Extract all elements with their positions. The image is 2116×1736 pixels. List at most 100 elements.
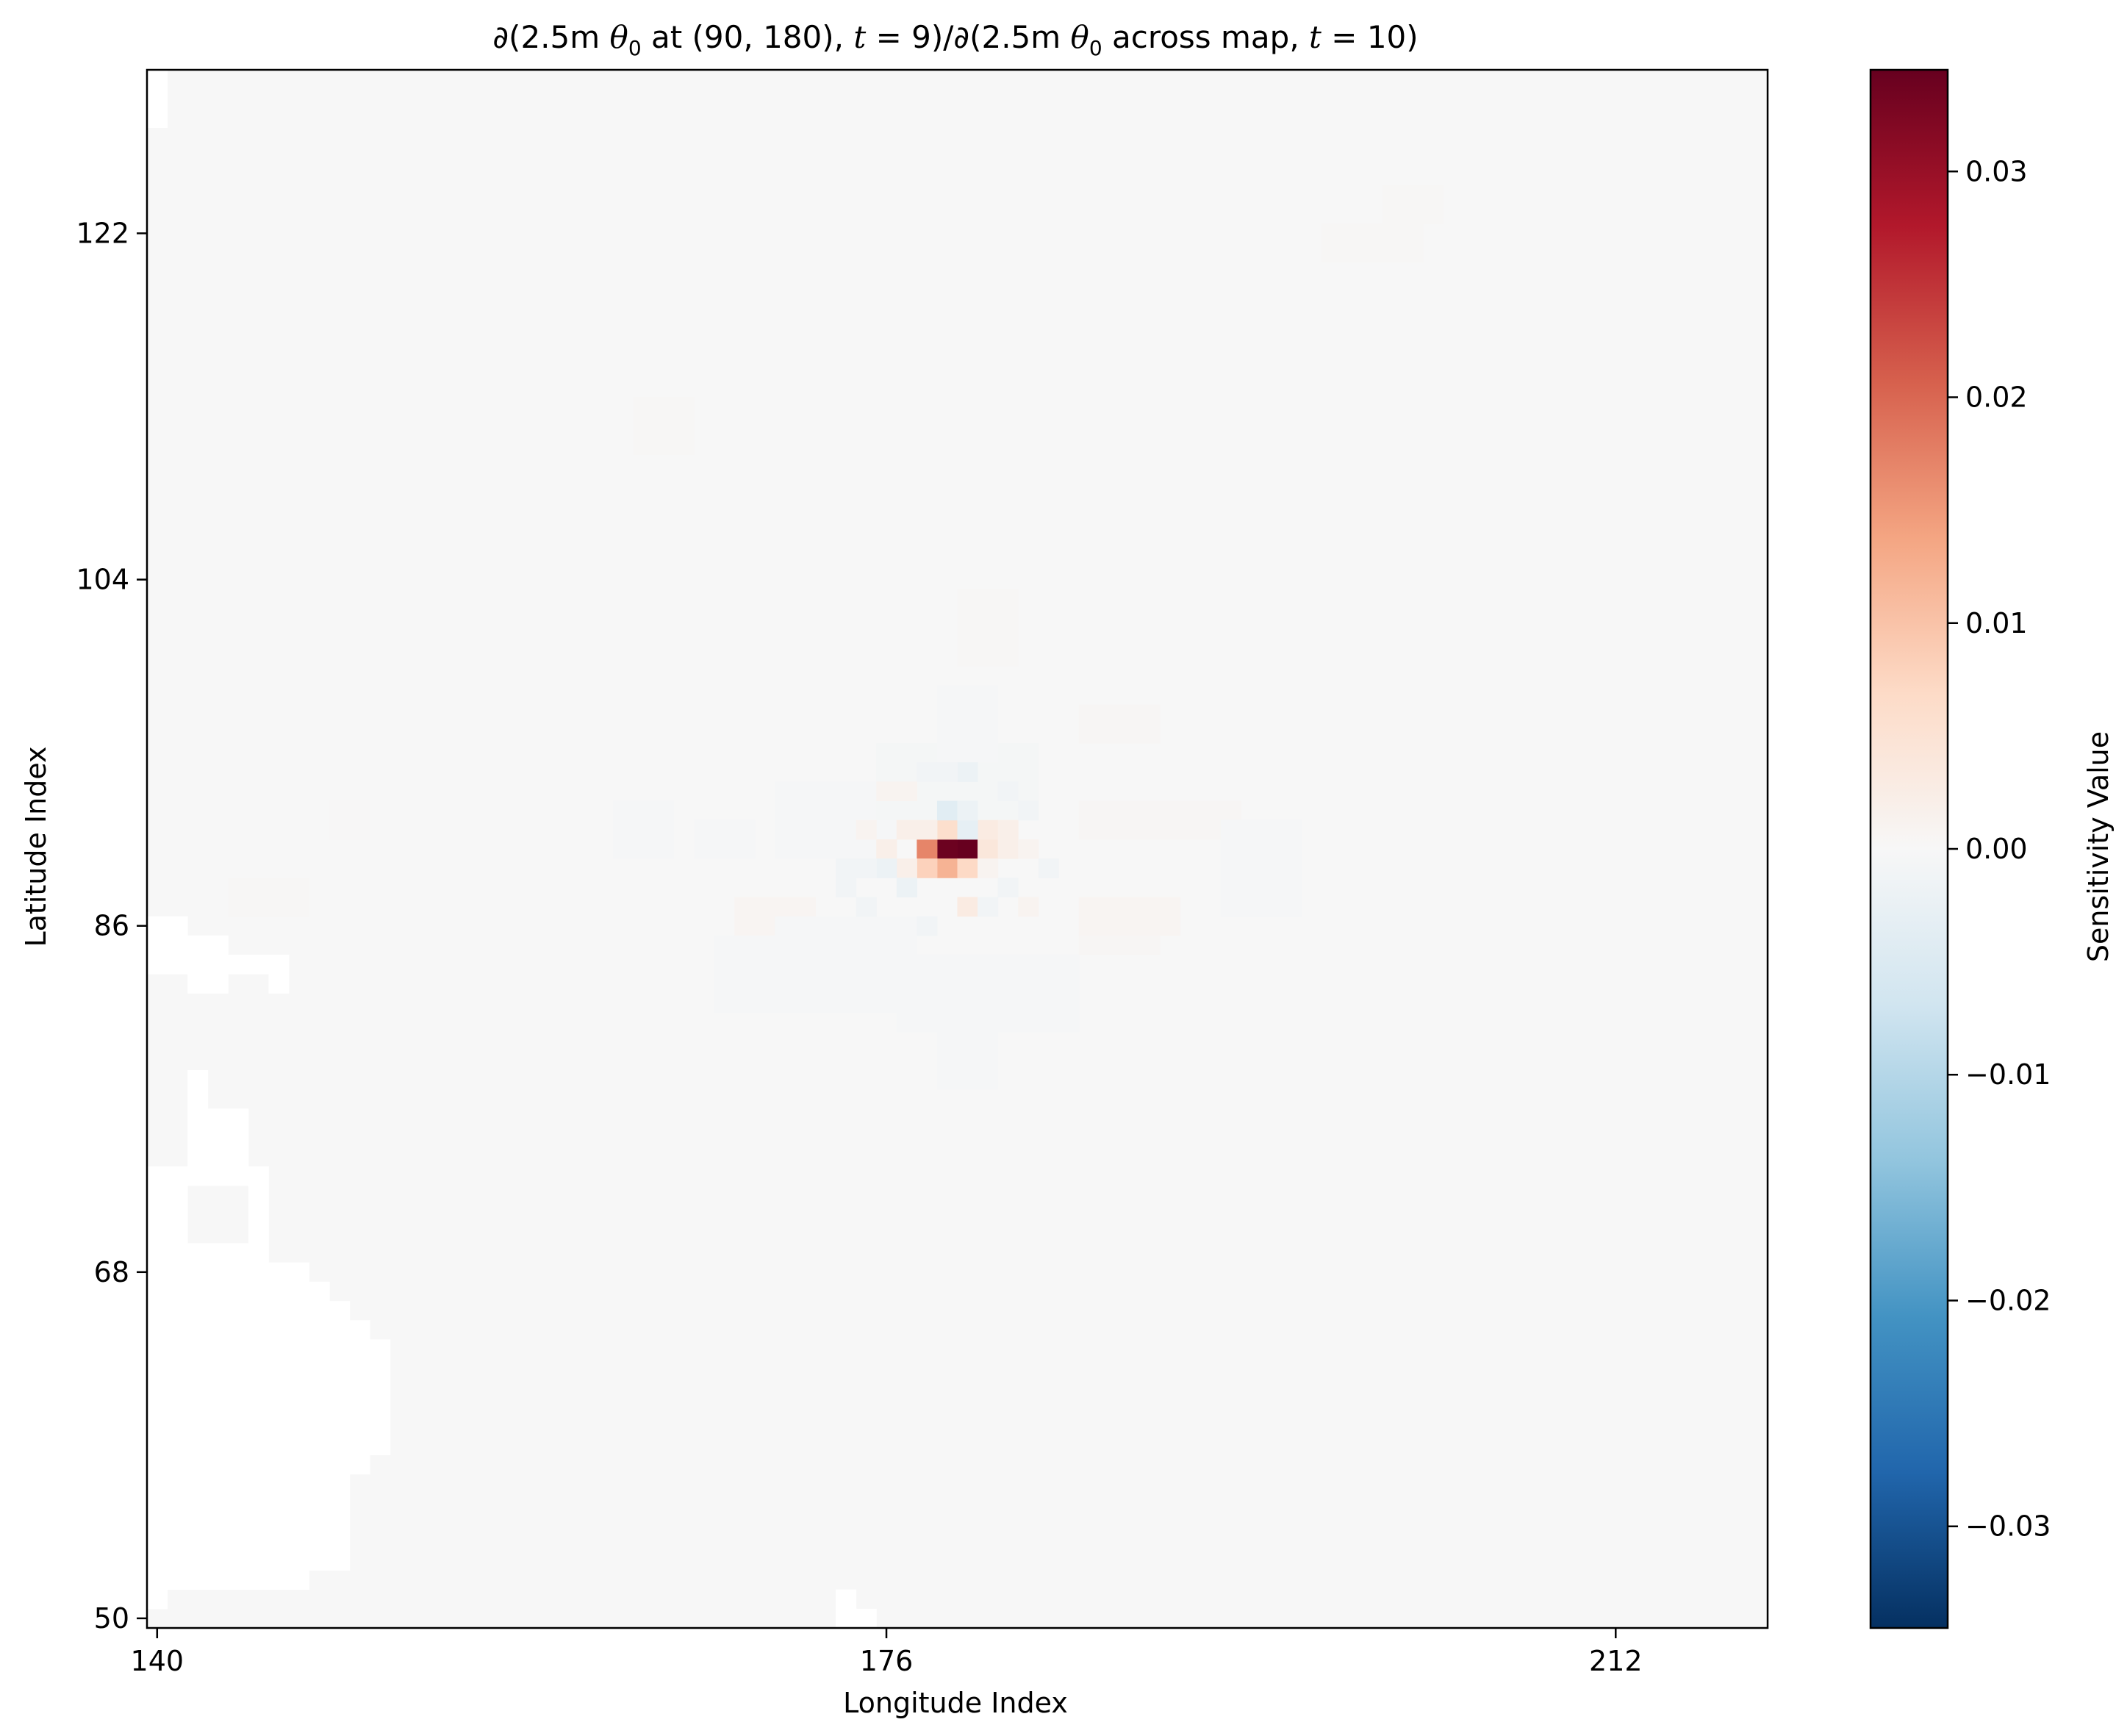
y-axis: 50 68 86 104 122	[76, 217, 147, 1635]
title-time-eq-1: = 9)/∂(2.5m	[866, 19, 1070, 55]
heatmap-cell	[936, 800, 958, 821]
heatmap-faint-region	[329, 800, 370, 840]
y-tick-label: 86	[94, 910, 129, 942]
heatmap-cell	[1038, 858, 1059, 878]
heatmap-masked-region	[228, 954, 269, 975]
heatmap-cell	[876, 839, 897, 859]
heatmap-masked-region	[167, 1570, 309, 1590]
title-theta-2: θ	[1071, 19, 1089, 55]
heatmap-faint-region	[936, 685, 999, 763]
heatmap-masked-region	[147, 70, 168, 129]
heatmap-faint-region	[633, 396, 695, 455]
heatmap-cell	[917, 839, 938, 859]
heatmap-masked-region	[349, 1320, 370, 1475]
title-subscript-2: 0	[1089, 36, 1102, 60]
x-axis-label: Longitude Index	[843, 1687, 1068, 1719]
y-tick-label: 104	[76, 564, 129, 596]
heatmap-masked-region	[187, 935, 229, 994]
heatmap-cell	[876, 781, 897, 802]
title-theta-1: θ	[610, 19, 628, 55]
colorbar-tick-label: −0.03	[1965, 1510, 2051, 1543]
heatmap-cell	[836, 858, 857, 878]
heatmap-cell	[957, 800, 978, 821]
colorbar-tick-label: 0.02	[1965, 381, 2028, 414]
heatmap-cell	[917, 858, 938, 878]
y-tick-label: 122	[76, 217, 129, 249]
heatmap-cell	[1018, 800, 1039, 821]
heatmap-faint-region	[228, 878, 309, 917]
heatmap-cell	[917, 762, 938, 782]
y-tick-label: 68	[94, 1256, 129, 1288]
heatmap-masked-region	[147, 1570, 168, 1610]
x-tick-label: 212	[1589, 1645, 1643, 1677]
y-axis-label: Latitude Index	[20, 746, 52, 947]
heatmap-masked-region	[856, 1608, 877, 1629]
heatmap-cell	[978, 897, 999, 917]
heatmap-cell	[997, 839, 1019, 859]
colorbar-label: Sensitivity Value	[2082, 731, 2115, 962]
title-time-var-1: t	[853, 19, 866, 55]
x-tick-label: 176	[860, 1645, 914, 1677]
heatmap-cell	[936, 819, 958, 840]
heatmap-cell	[957, 858, 978, 878]
title-subscript-1: 0	[628, 36, 642, 60]
heatmap-cell	[896, 858, 917, 878]
heatmap-cell	[957, 819, 978, 840]
heatmap-masked-region	[248, 1166, 269, 1244]
heatmap-cell	[978, 819, 999, 840]
chart-title: ∂(2.5m θ0 at (90, 180), t = 9)/∂(2.5m θ0…	[492, 19, 1418, 60]
heatmap-cell	[957, 897, 978, 917]
heatmap-faint-region	[1078, 897, 1181, 936]
heatmap-cell	[917, 916, 938, 936]
heatmap-masked-region	[147, 1243, 269, 1571]
title-part-3: across map,	[1102, 19, 1309, 55]
colorbar-tick-label: −0.01	[1965, 1058, 2051, 1091]
heatmap-cell	[876, 858, 897, 878]
heatmap-faint-region	[1382, 185, 1444, 224]
heatmap-cell	[978, 839, 999, 859]
colorbar-gradient	[1869, 68, 1949, 1629]
heatmap-faint-region	[1220, 819, 1302, 917]
heatmap-cell	[1018, 897, 1039, 917]
heatmap-cell	[836, 878, 857, 897]
heatmap-masked-region	[147, 916, 188, 975]
heatmap-cell	[896, 819, 917, 840]
heatmap-masked-region	[187, 1069, 209, 1186]
heatmap-masked-region	[309, 1281, 330, 1571]
heatmap-cell	[997, 819, 1019, 840]
heatmap-masked-region	[309, 1551, 351, 1571]
title-time-eq-2: = 10)	[1321, 19, 1419, 55]
heatmap-cell	[936, 762, 958, 782]
heatmap-masked-region	[370, 1339, 391, 1455]
heatmap-cell	[896, 878, 917, 897]
heatmap-cells	[147, 70, 1444, 1629]
heatmap-cell	[957, 839, 978, 859]
colorbar-tick-label: 0.01	[1965, 607, 2028, 639]
heatmap-faint-region	[1078, 935, 1161, 955]
heatmap-cell	[936, 858, 958, 878]
heatmap-masked-region	[268, 1262, 309, 1571]
y-tick-label: 50	[94, 1602, 129, 1635]
heatmap-cell	[856, 819, 877, 840]
colorbar-tick-label: 0.00	[1965, 833, 2028, 865]
heatmap-cell	[936, 839, 958, 859]
heatmap-masked-region	[207, 1108, 249, 1186]
colorbar-tick-label: 0.03	[1965, 155, 2028, 187]
heatmap-cell	[997, 781, 1019, 802]
heatmap-faint-region	[1321, 223, 1424, 263]
heatmap-cell	[978, 858, 999, 878]
heatmap-faint-region	[896, 954, 1080, 1033]
plot-frame	[146, 68, 1769, 1629]
heatmap-cell	[856, 858, 877, 878]
x-axis: 140 176 212	[131, 1628, 1643, 1677]
colorbar-tick-label: −0.02	[1965, 1284, 2051, 1316]
heatmap-cell	[1018, 839, 1039, 859]
heatmap-masked-region	[836, 1589, 857, 1629]
title-part-1: ∂(2.5m	[492, 19, 609, 55]
heatmap-masked-region	[329, 1301, 351, 1552]
heatmap-cell	[917, 819, 938, 840]
heatmap-faint-region	[775, 916, 917, 1013]
heatmap-faint-region	[957, 589, 1019, 667]
colorbar-ticks: −0.03 −0.02 −0.01 0.00 0.01 0.02 0.03	[1948, 155, 2051, 1543]
